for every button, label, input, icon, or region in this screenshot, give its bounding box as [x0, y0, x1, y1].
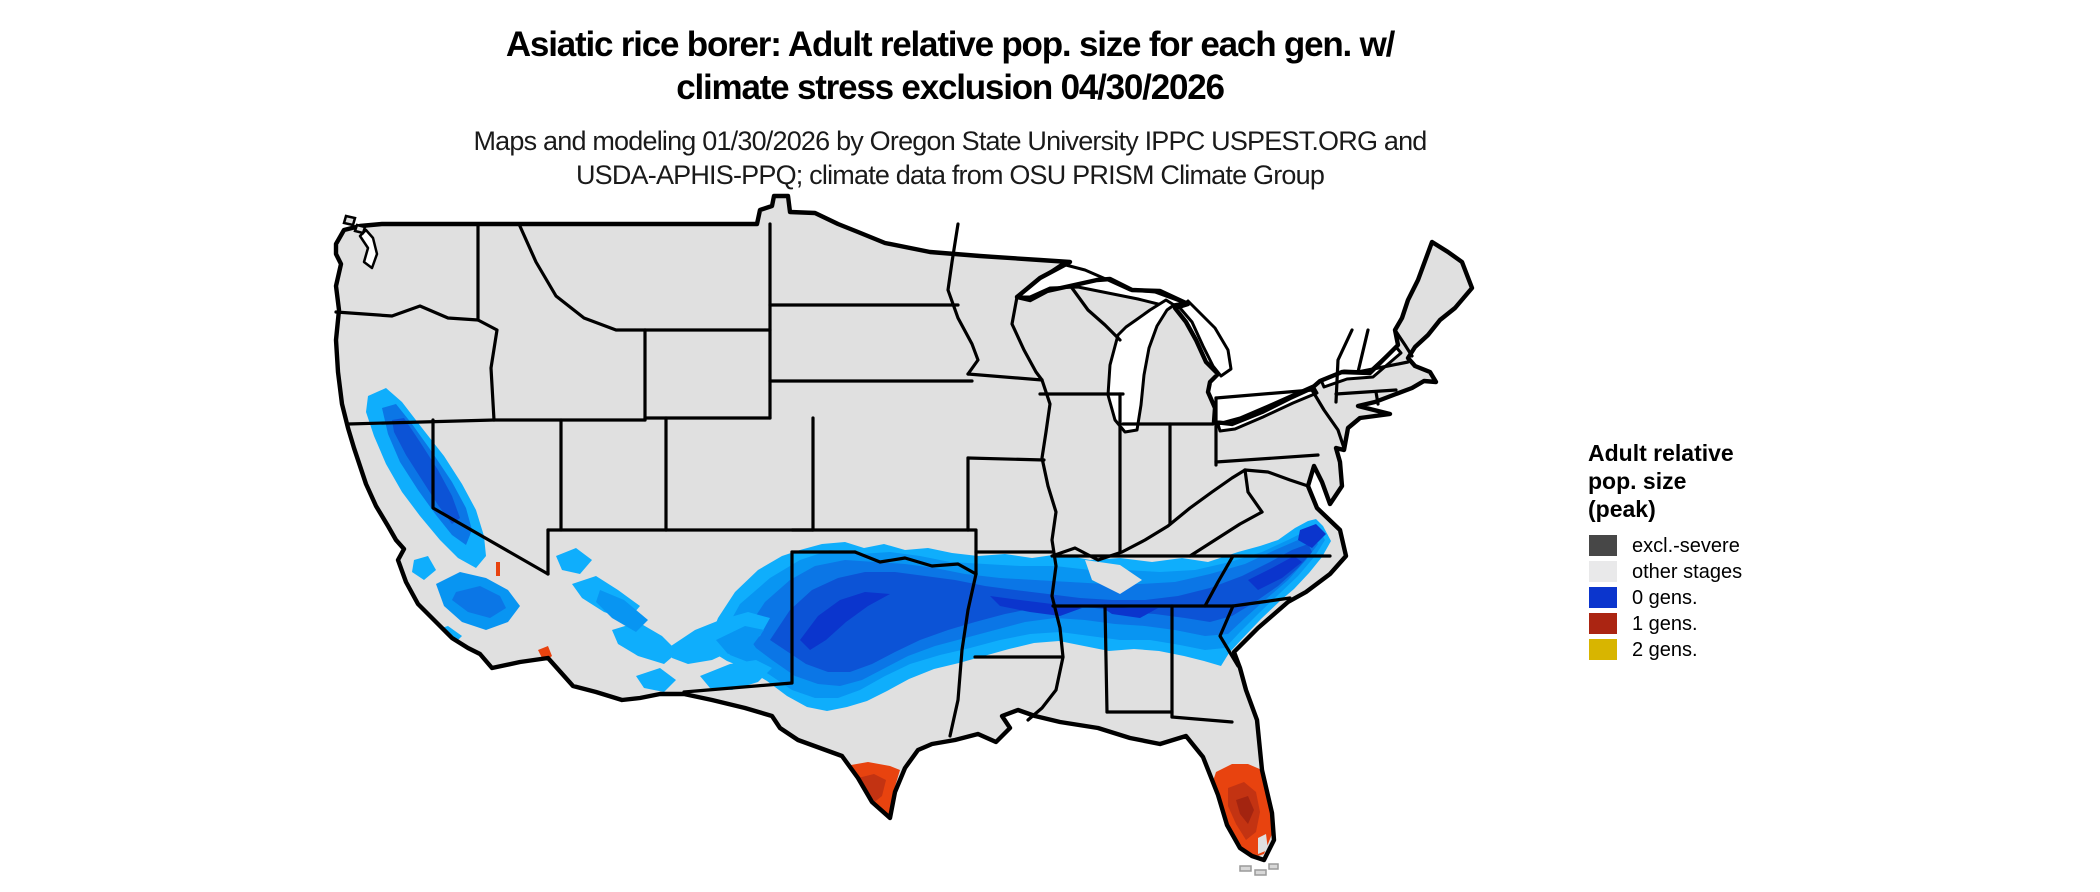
map-subtitle-line1: Maps and modeling 01/30/2026 by Oregon S… [473, 126, 1426, 156]
florida-keys3 [1268, 863, 1279, 870]
map-title-line2: climate stress exclusion 04/30/2026 [676, 68, 1224, 107]
legend-swatch-excl-severe [1589, 535, 1617, 556]
one-gen-speck-california [496, 562, 500, 576]
map-subtitle-line2: USDA-APHIS-PPQ; climate data from OSU PR… [576, 160, 1324, 190]
map-title-line1: Asiatic rice borer: Adult relative pop. … [506, 25, 1396, 64]
southwest-zero-gens-patches [538, 548, 772, 692]
lake-michigan [1106, 298, 1176, 434]
nm-patch-core [716, 626, 764, 654]
az-patch3 [612, 622, 678, 664]
island-speck2 [353, 223, 367, 235]
florida-keys2 [1254, 869, 1267, 876]
state-borders [334, 222, 1414, 738]
coastal-patch [412, 556, 436, 580]
south-texas-one-gen-core [858, 774, 886, 804]
zero-gens-core-alabama [1100, 606, 1158, 618]
florida-one-gen-dark [1236, 796, 1254, 824]
legend-swatch-2-gens [1589, 639, 1617, 660]
legend-item-2-gens: 2 gens. [1589, 639, 1698, 661]
island-speck1 [342, 214, 357, 227]
legend-item-excl-severe: excl.-severe [1589, 535, 1740, 557]
legend-title-line1: Adult relative [1588, 440, 1734, 466]
legend-item-other-stages: other stages [1589, 561, 1742, 583]
puget-sound [358, 228, 379, 270]
florida-keys1 [1239, 865, 1252, 872]
zero-gens-band [706, 519, 1331, 711]
legend-label-other-stages: other stages [1632, 561, 1742, 583]
nm-patch2 [700, 660, 772, 690]
one-gen-regions [845, 762, 1272, 858]
us-nation-fill [336, 196, 1472, 860]
lake-huron [1178, 299, 1233, 378]
population-data-layers [366, 388, 1331, 858]
coastal-details [342, 214, 1279, 876]
socal-patch1-core [452, 586, 506, 618]
legend-swatch-other-stages [1589, 561, 1617, 582]
legend-label-0-gens: 0 gens. [1632, 587, 1698, 609]
az-patch1 [556, 548, 592, 574]
zero-gens-core-nc-coast [1298, 524, 1326, 548]
az-patch4 [636, 668, 676, 692]
az-patch-core [596, 590, 648, 632]
legend-item-1-gens: 1 gens. [1589, 613, 1698, 635]
legend-label-1-gens: 1 gens. [1632, 613, 1698, 635]
gray-notch-everglades [1258, 834, 1268, 854]
nm-patch1 [668, 612, 770, 664]
zero-gens-band-layer4 [770, 544, 1312, 672]
legend-item-0-gens: 0 gens. [1589, 587, 1698, 609]
central-valley-core [392, 418, 460, 524]
legend-title-line2: pop. size [1588, 468, 1686, 494]
gray-notch-tennessee [1085, 560, 1142, 594]
legend: Adult relative pop. size (peak) excl.-se… [1588, 440, 1742, 661]
legend-swatch-1-gens [1589, 613, 1617, 634]
legend-swatch-0-gens [1589, 587, 1617, 608]
legend-label-2-gens: 2 gens. [1632, 639, 1698, 661]
legend-label-excl-severe: excl.-severe [1632, 535, 1740, 557]
zero-gens-core-texas [800, 592, 890, 650]
legend-title-line3: (peak) [1588, 496, 1656, 522]
us-nation-outline [333, 193, 1475, 863]
header: Asiatic rice borer: Adult relative pop. … [473, 25, 1427, 190]
zero-gens-core-arkansas [990, 596, 1082, 616]
zero-gens-core-carolinas [1248, 556, 1302, 590]
